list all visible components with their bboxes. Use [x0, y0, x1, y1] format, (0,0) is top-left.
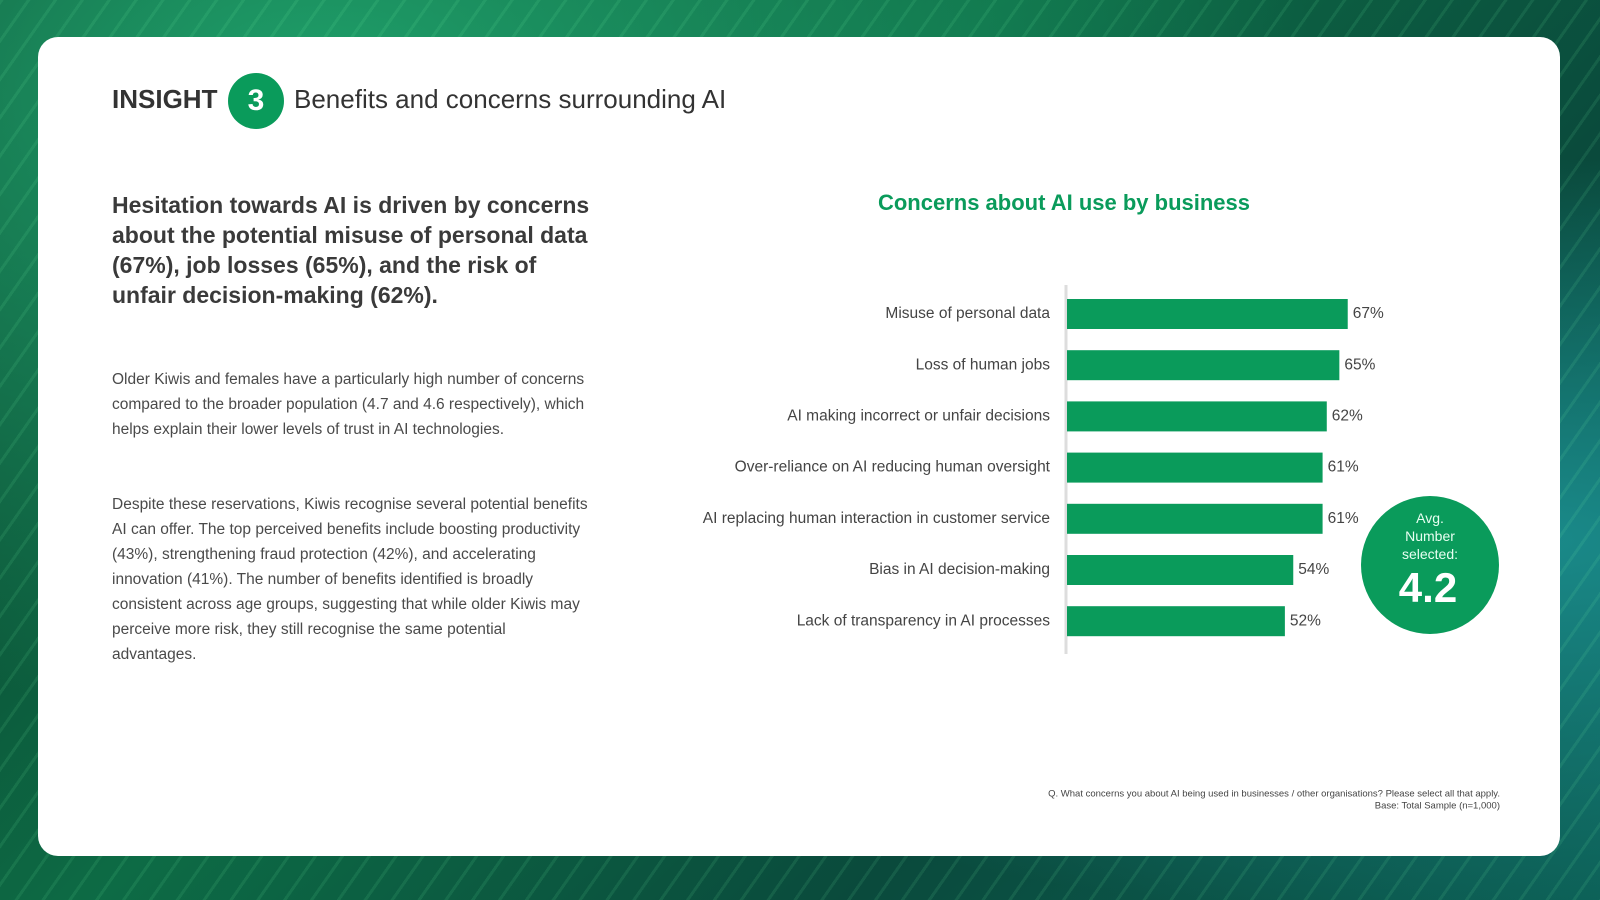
- bar: [1067, 452, 1323, 483]
- bar: [1067, 401, 1327, 432]
- value-label: 61%: [1328, 459, 1359, 476]
- category-label: AI replacing human interaction in custom…: [703, 510, 1050, 527]
- value-label: 61%: [1328, 510, 1359, 527]
- category-label: Over-reliance on AI reducing human overs…: [735, 459, 1051, 476]
- category-label: AI making incorrect or unfair decisions: [787, 407, 1050, 424]
- value-label: 65%: [1344, 356, 1375, 373]
- footnote: Base: Total Sample (n=1,000): [1375, 801, 1500, 812]
- bar: [1067, 299, 1348, 329]
- bar: [1067, 606, 1285, 637]
- value-label: 67%: [1353, 305, 1384, 322]
- page-title: Benefits and concerns surrounding AI: [294, 84, 726, 114]
- footnote: Q. What concerns you about AI being used…: [1048, 789, 1500, 800]
- avg-value: 4.2: [1399, 564, 1457, 611]
- category-label: Misuse of personal data: [885, 305, 1050, 322]
- insight-label: INSIGHT: [112, 84, 218, 114]
- avg-bubble: [1361, 496, 1499, 634]
- bar: [1067, 503, 1323, 534]
- category-label: Bias in AI decision-making: [869, 561, 1050, 578]
- category-label: Lack of transparency in AI processes: [797, 612, 1051, 629]
- bar: [1067, 555, 1294, 585]
- chart-title: Concerns about AI use by business: [878, 190, 1250, 215]
- insight-number: 3: [248, 84, 265, 117]
- insight-badge: [228, 73, 284, 129]
- paragraph: Despite these reservations, Kiwis recogn…: [112, 496, 588, 663]
- headline: Hesitation towards AI is driven by conce…: [112, 192, 590, 308]
- value-label: 52%: [1290, 612, 1321, 629]
- value-label: 54%: [1298, 561, 1329, 578]
- category-label: Loss of human jobs: [916, 356, 1051, 373]
- card: [38, 37, 1560, 856]
- paragraph: Older Kiwis and females have a particula…: [112, 371, 585, 438]
- avg-label: Avg. Number selected:: [1402, 510, 1458, 562]
- value-label: 62%: [1332, 407, 1363, 424]
- bar: [1067, 350, 1340, 381]
